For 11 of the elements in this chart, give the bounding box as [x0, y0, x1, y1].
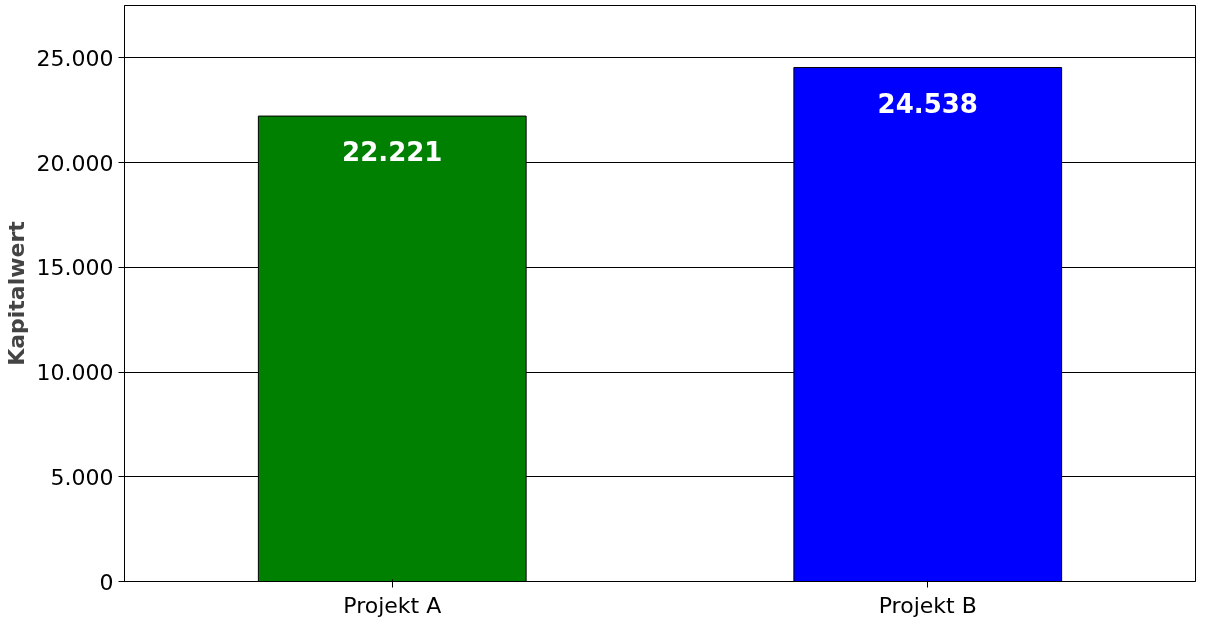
- data-label: 22.221: [342, 137, 443, 168]
- y-tick-label: 15.000: [36, 255, 114, 281]
- x-tick-label: Projekt B: [878, 592, 977, 618]
- y-axis-title: Kapitalwert: [3, 220, 29, 366]
- y-tick-label: 10.000: [36, 360, 114, 386]
- y-tick-label: 20.000: [36, 150, 114, 176]
- y-tick-label: 0: [99, 569, 114, 595]
- y-tick-label: 25.000: [36, 45, 114, 71]
- x-tick-label: Projekt A: [343, 592, 442, 618]
- y-tick-label: 5.000: [50, 464, 114, 490]
- data-label: 24.538: [877, 88, 978, 119]
